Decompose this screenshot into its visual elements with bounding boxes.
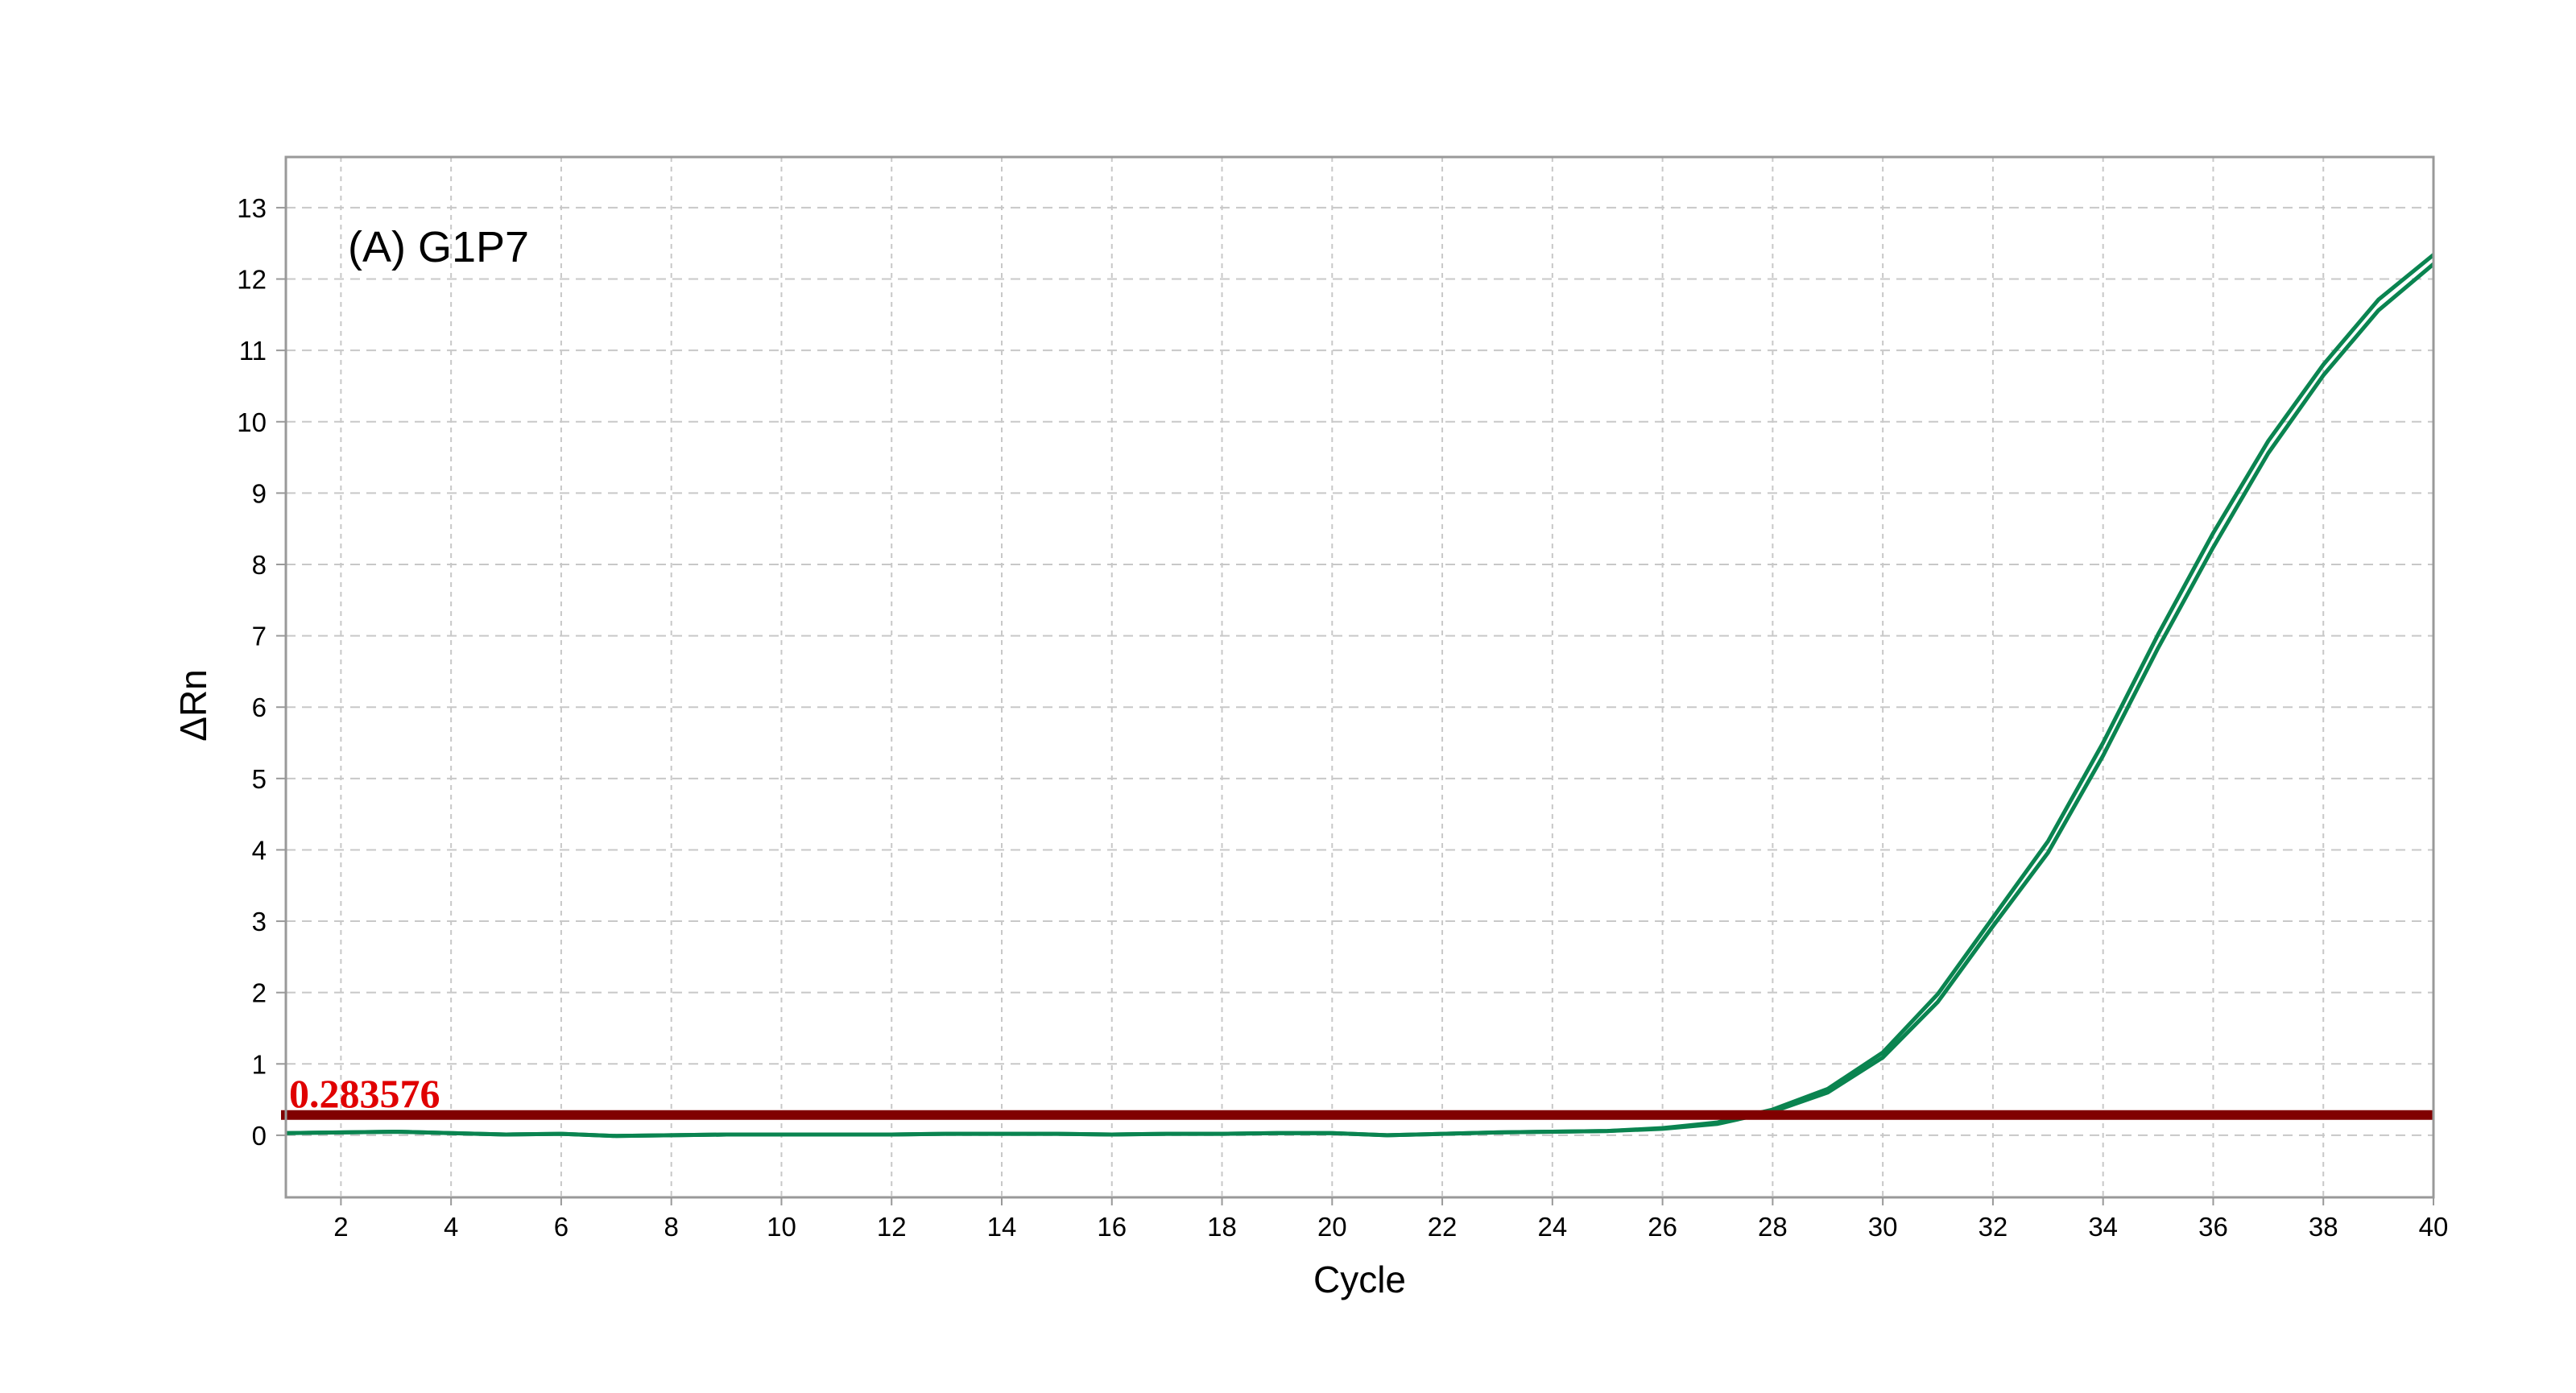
x-tick-label: 36 <box>2198 1212 2228 1242</box>
y-tick-label: 6 <box>252 692 267 722</box>
x-axis-label: Cycle <box>1313 1259 1406 1300</box>
y-tick-label: 12 <box>237 265 267 295</box>
x-tick-label: 20 <box>1317 1212 1347 1242</box>
x-tick-label: 38 <box>2309 1212 2338 1242</box>
x-tick-label: 4 <box>444 1212 458 1242</box>
threshold-label: 0.283576 <box>289 1071 440 1116</box>
y-tick-label: 3 <box>252 907 267 936</box>
x-tick-label: 40 <box>2419 1212 2449 1242</box>
x-tick-label: 30 <box>1868 1212 1898 1242</box>
y-tick-label: 11 <box>239 336 267 366</box>
x-tick-label: 18 <box>1207 1212 1237 1242</box>
x-tick-label: 8 <box>664 1212 679 1242</box>
y-tick-label: 13 <box>237 193 267 223</box>
amplification-curve-1[interactable] <box>285 253 2435 1139</box>
x-tick-label: 14 <box>987 1212 1017 1242</box>
plot-frame <box>284 155 2435 1199</box>
x-tick-label: 28 <box>1758 1212 1788 1242</box>
x-tick-label: 26 <box>1648 1212 1677 1242</box>
series-group <box>285 253 2435 1139</box>
x-tick-label: 32 <box>1979 1212 2008 1242</box>
chart-title: (A) G1P7 <box>348 223 529 271</box>
y-tick-label: 8 <box>252 550 267 580</box>
x-axis-ticks: 2 4 6 8 10 12 14 16 18 20 22 24 26 28 30 32 34 36 38 40 <box>333 1197 2448 1242</box>
x-tick-label: 34 <box>2088 1212 2118 1242</box>
grid <box>286 157 2433 1197</box>
y-tick-label: 9 <box>252 478 267 508</box>
x-tick-label: 12 <box>877 1212 907 1242</box>
y-tick-label: 1 <box>252 1049 267 1079</box>
x-tick-label: 24 <box>1537 1212 1567 1242</box>
y-tick-label: 5 <box>252 764 267 794</box>
x-tick-label: 6 <box>554 1212 569 1242</box>
amplification-curve-2[interactable] <box>285 262 2435 1139</box>
x-tick-label: 2 <box>333 1212 348 1242</box>
y-tick-label: 2 <box>252 978 267 1008</box>
x-tick-label: 10 <box>767 1212 796 1242</box>
y-tick-label: 10 <box>237 407 267 437</box>
y-tick-label: 7 <box>252 622 267 651</box>
x-tick-label: 22 <box>1428 1212 1458 1242</box>
y-tick-label: 0 <box>252 1121 267 1151</box>
y-tick-label: 4 <box>252 835 267 865</box>
x-tick-label: 16 <box>1097 1212 1127 1242</box>
y-axis-label: ΔRn <box>172 669 214 742</box>
